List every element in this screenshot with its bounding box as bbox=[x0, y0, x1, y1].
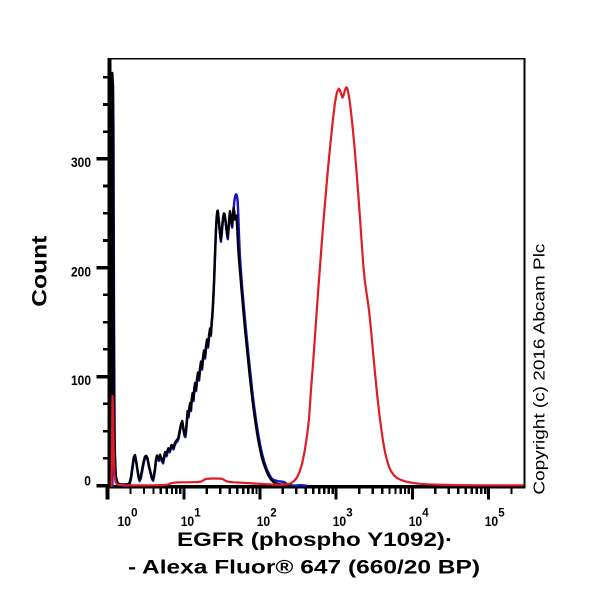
svg-text:Copyright (c) 2016 Abcam Plc: Copyright (c) 2016 Abcam Plc bbox=[532, 244, 549, 495]
svg-text:Count: Count bbox=[28, 236, 52, 307]
svg-text:2: 2 bbox=[270, 508, 276, 520]
svg-text:EGFR (phospho Y1092)·: EGFR (phospho Y1092)· bbox=[177, 530, 453, 551]
svg-text:10: 10 bbox=[118, 514, 132, 529]
svg-text:10: 10 bbox=[409, 514, 423, 529]
svg-text:100: 100 bbox=[71, 373, 91, 388]
svg-text:10: 10 bbox=[333, 514, 347, 529]
svg-text:10: 10 bbox=[181, 514, 195, 529]
svg-text:- Alexa Fluor® 647 (660/20 BP): - Alexa Fluor® 647 (660/20 BP) bbox=[128, 558, 480, 579]
svg-text:10: 10 bbox=[485, 514, 499, 529]
svg-text:4: 4 bbox=[422, 508, 429, 520]
svg-text:300: 300 bbox=[71, 155, 91, 170]
svg-text:10: 10 bbox=[257, 514, 271, 529]
svg-text:5: 5 bbox=[498, 508, 505, 520]
svg-text:0: 0 bbox=[131, 508, 137, 520]
svg-text:3: 3 bbox=[346, 508, 352, 520]
svg-text:200: 200 bbox=[71, 265, 91, 280]
svg-text:1: 1 bbox=[194, 508, 201, 520]
svg-text:0: 0 bbox=[84, 473, 91, 488]
